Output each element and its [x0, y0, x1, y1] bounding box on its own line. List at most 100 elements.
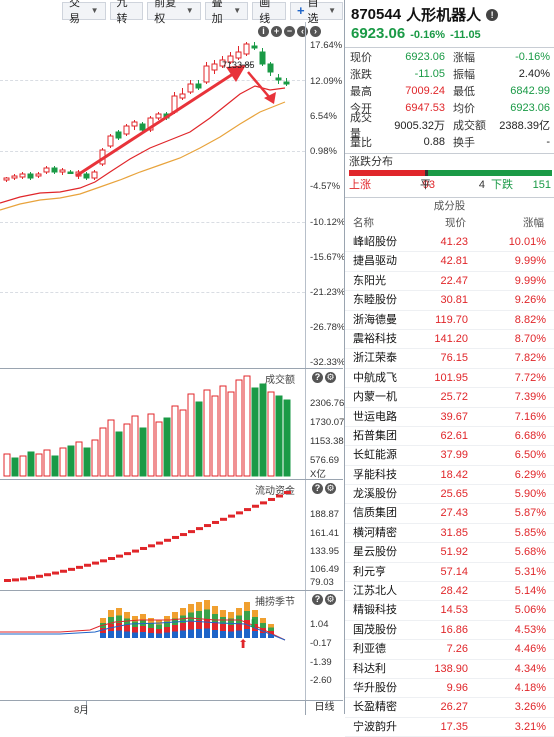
help-icon[interactable]: ?	[312, 372, 323, 383]
component-row[interactable]: 捷昌驱动 42.81 9.99%	[345, 252, 554, 272]
component-row[interactable]: 星云股份 51.92 5.68%	[345, 543, 554, 563]
axis-label: 6.54%	[310, 111, 337, 122]
component-row[interactable]: 华升股份 9.96 4.18%	[345, 679, 554, 699]
component-row[interactable]: 中航成飞 101.95 7.72%	[345, 369, 554, 389]
component-row[interactable]: 信质集团 27.43 5.87%	[345, 504, 554, 524]
info-icon[interactable]: i	[258, 26, 269, 37]
ma-line-long	[0, 101, 286, 211]
component-row[interactable]: 利亚德 7.26 4.46%	[345, 640, 554, 660]
zoom-in-icon[interactable]: +	[271, 26, 282, 37]
component-row[interactable]: 龙溪股份 25.65 5.90%	[345, 485, 554, 505]
indicator-bar	[148, 618, 154, 638]
component-price: 28.42	[440, 585, 468, 598]
component-price: 138.90	[434, 662, 468, 675]
component-row[interactable]: 精锻科技 14.53 5.06%	[345, 601, 554, 621]
flow-step	[84, 563, 91, 567]
volume-plot[interactable]	[0, 368, 305, 479]
candle	[59, 168, 66, 175]
quote-label: 现价	[350, 51, 372, 64]
component-row[interactable]: 宁波韵升 17.35 3.21%	[345, 718, 554, 737]
component-change: 6.50%	[514, 449, 546, 462]
header-name[interactable]: 名称	[353, 217, 374, 229]
components-list: 峰岹股份 41.23 10.01% 捷昌驱动 42.81 9.99% 东阳光 22.47 9.9…	[345, 233, 554, 737]
component-row[interactable]: 浙江荣泰 76.15 7.82%	[345, 349, 554, 369]
component-row[interactable]: 国茂股份 16.86 4.53%	[345, 621, 554, 641]
arrow-down-icon: ⬇	[248, 617, 258, 631]
candlestick-plot[interactable]: 7133.85	[0, 22, 305, 368]
scroll-right-icon[interactable]: ›	[310, 26, 321, 37]
draw-line-button[interactable]: 画线	[252, 0, 286, 25]
component-row[interactable]: 峰岹股份 41.23 10.01%	[345, 233, 554, 253]
index-name: 人形机器人	[406, 7, 482, 24]
axis-label: -32.33%	[310, 357, 346, 368]
indicator-plot[interactable]: ⬇ ⬆	[0, 590, 305, 700]
up-count: 93	[422, 179, 435, 191]
axis-label: 79.03	[310, 577, 334, 588]
component-price: 41.23	[440, 236, 468, 248]
flow-step	[4, 579, 11, 582]
chevron-down-icon: ▼	[328, 6, 336, 15]
settings-icon[interactable]: ⚙	[325, 483, 336, 494]
component-row[interactable]: 横河精密 31.85 5.85%	[345, 524, 554, 544]
trade-dropdown[interactable]: 交易 ▼	[62, 0, 106, 25]
nine-turn-button[interactable]: 九转	[109, 0, 144, 25]
component-name: 国茂股份	[353, 623, 397, 636]
candle	[83, 172, 90, 180]
components-title: 成分股	[345, 197, 554, 213]
component-change: 4.18%	[514, 681, 546, 694]
volume-bar	[27, 451, 35, 477]
component-row[interactable]: 浙海德曼 119.70 8.82%	[345, 311, 554, 330]
component-row[interactable]: 江苏北人 28.42 5.14%	[345, 582, 554, 602]
period-button[interactable]: 日线	[305, 701, 343, 715]
scroll-left-icon[interactable]: ‹	[297, 26, 308, 37]
component-row[interactable]: 东睦股份 30.81 9.26%	[345, 291, 554, 311]
help-icon[interactable]: ?	[312, 483, 323, 494]
info-icon[interactable]: !	[486, 8, 499, 21]
component-row[interactable]: 世运电路 39.67 7.16%	[345, 408, 554, 427]
indicator-line-1	[0, 617, 286, 641]
overlay-dropdown[interactable]: 叠加 ▼	[204, 0, 249, 25]
component-row[interactable]: 拓普集团 62.61 6.68%	[345, 427, 554, 447]
flow-step	[92, 561, 99, 565]
volume-bar	[131, 415, 139, 477]
help-icon[interactable]: ?	[312, 594, 323, 605]
flow-step	[76, 565, 83, 569]
axis-label: 1730.07	[310, 417, 345, 428]
fund-flow-plot[interactable]	[0, 479, 305, 590]
fund-flow-steps	[4, 491, 291, 582]
kline-chart-area[interactable]: 交易 ▼ 九转 前复权 ▼ 叠加 ▼ 画线 + 自选 ▼ i + − ‹ › 17.64%…	[0, 0, 346, 716]
component-price: 25.72	[440, 391, 468, 404]
flow-step	[180, 533, 187, 537]
settings-icon[interactable]: ⚙	[325, 594, 336, 605]
settings-icon[interactable]: ⚙	[325, 372, 336, 383]
adjust-dropdown[interactable]: 前复权 ▼	[147, 0, 201, 25]
volume-bar	[51, 455, 59, 477]
indicator-bar	[188, 604, 194, 638]
header-change[interactable]: 涨幅	[523, 217, 544, 229]
component-row[interactable]: 内蒙一机 25.72 7.39%	[345, 388, 554, 408]
component-change: 4.53%	[514, 623, 546, 636]
add-watchlist-button[interactable]: + 自选 ▼	[289, 0, 343, 25]
volume-bar	[107, 419, 115, 477]
component-price: 18.42	[440, 468, 468, 481]
component-name: 华升股份	[353, 681, 397, 694]
component-row[interactable]: 东阳光 22.47 9.99%	[345, 272, 554, 292]
component-name: 浙江荣泰	[353, 352, 397, 365]
component-row[interactable]: 震裕科技 141.20 8.70%	[345, 330, 554, 350]
component-price: 76.15	[440, 352, 468, 365]
zoom-out-icon[interactable]: −	[284, 26, 295, 37]
component-row[interactable]: 长虹能源 37.99 6.50%	[345, 446, 554, 466]
candle	[27, 172, 34, 180]
quote-panel: 870544 人形机器人 ! 6923.06 -0.16% -11.05 现价 6…	[344, 0, 554, 737]
component-name: 长虹能源	[353, 449, 397, 462]
candle	[275, 74, 282, 84]
component-row[interactable]: 长盈精密 26.27 3.26%	[345, 698, 554, 718]
header-price[interactable]: 现价	[445, 217, 466, 229]
axis-label: -21.23%	[310, 287, 346, 298]
axis-label: 133.95	[310, 546, 340, 557]
component-row[interactable]: 科达利 138.90 4.34%	[345, 660, 554, 679]
component-row[interactable]: 孚能科技 18.42 6.29%	[345, 466, 554, 486]
component-row[interactable]: 利元亨 57.14 5.31%	[345, 563, 554, 583]
indicator-bar	[124, 612, 130, 638]
index-code: 870544	[351, 6, 402, 23]
